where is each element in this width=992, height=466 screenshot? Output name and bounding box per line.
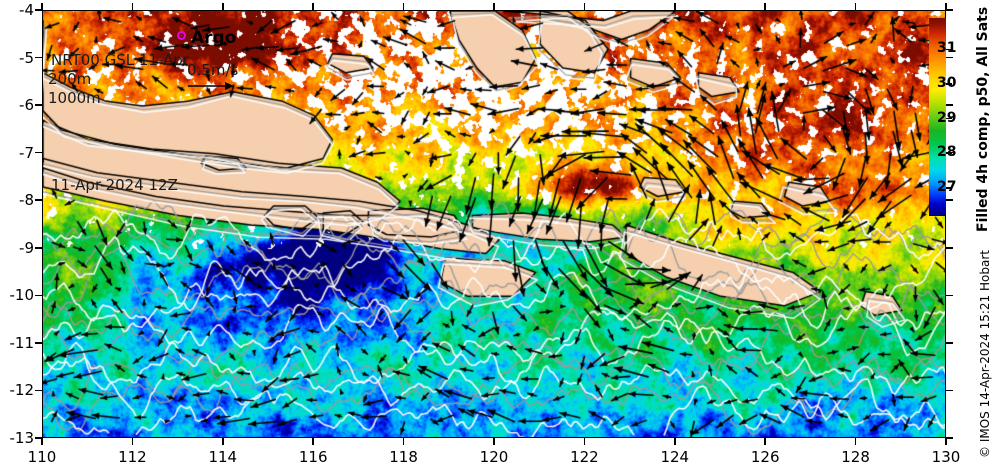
- x-axis-tick-label: 126: [750, 448, 780, 466]
- map-plot-area[interactable]: NRT00 GSL 11-Apr 200m 1000m 11-Apr-2024 …: [42, 10, 946, 438]
- colorbar-tick-label: 30: [937, 75, 957, 91]
- y-tick-left: [35, 389, 42, 392]
- x-axis-tick-label: 128: [841, 448, 870, 466]
- x-tick-top: [945, 3, 947, 10]
- x-tick-top: [312, 3, 314, 10]
- y-axis-tick-label: -12: [9, 381, 35, 400]
- y-axis-tick-label: -4: [19, 1, 34, 19]
- x-tick-bottom: [402, 438, 405, 445]
- x-tick-bottom: [764, 438, 766, 445]
- y-tick-right: [946, 437, 953, 439]
- sst-colorbar[interactable]: [929, 18, 946, 216]
- x-tick-bottom: [222, 438, 224, 445]
- x-tick-top: [131, 3, 134, 10]
- x-tick-bottom: [583, 438, 586, 445]
- colorbar-tick-label: 31: [937, 40, 957, 57]
- y-tick-left: [35, 437, 42, 439]
- colorbar-tick-mark: [946, 83, 952, 85]
- y-tick-right: [946, 294, 953, 297]
- x-axis-tick-label: 118: [389, 448, 418, 466]
- y-tick-left: [35, 151, 42, 154]
- y-tick-left: [35, 247, 42, 249]
- x-tick-bottom: [854, 438, 857, 445]
- y-axis-tick-label: -10: [9, 286, 35, 305]
- colorbar-title: Filled 4h comp, p50, All Sats: [975, 6, 991, 232]
- argo-float-marker[interactable]: [177, 31, 186, 40]
- x-tick-top: [764, 3, 766, 10]
- y-axis-tick-label: -7: [19, 143, 34, 162]
- x-axis-tick-label: 122: [570, 448, 599, 466]
- x-tick-top: [493, 3, 495, 10]
- y-axis-tick-label: -13: [9, 429, 35, 447]
- y-tick-left: [35, 294, 42, 297]
- y-tick-left: [35, 199, 42, 201]
- x-tick-bottom: [131, 438, 134, 445]
- x-tick-bottom: [674, 438, 676, 445]
- credit-label: © IMOS 14-Apr-2024 15:21 Hobart: [978, 250, 992, 458]
- colorbar-tick-label: 29: [937, 109, 957, 126]
- colorbar-tick-mark: [946, 117, 952, 120]
- y-tick-left: [35, 56, 42, 59]
- y-axis-tick-label: -9: [19, 238, 34, 257]
- x-tick-top: [854, 3, 857, 10]
- y-tick-right: [946, 342, 953, 344]
- y-axis-tick-label: -6: [19, 96, 34, 115]
- y-tick-left: [35, 9, 42, 11]
- x-tick-top: [402, 3, 405, 10]
- colorbar-tick-label: 28: [937, 144, 957, 161]
- x-tick-top: [222, 3, 224, 10]
- x-axis-tick-label: 116: [298, 448, 328, 466]
- y-tick-right: [946, 9, 953, 11]
- x-tick-bottom: [312, 438, 314, 445]
- x-tick-top: [41, 3, 43, 10]
- vector-scale-arrow-icon: [188, 82, 234, 90]
- colorbar-tick-label: 27: [937, 179, 957, 196]
- y-axis-tick-label: -8: [19, 191, 34, 210]
- y-axis-tick-label: -5: [19, 48, 34, 67]
- y-tick-right: [946, 247, 953, 249]
- y-tick-right: [946, 104, 953, 106]
- x-axis-tick-label: 114: [208, 448, 238, 466]
- x-tick-bottom: [493, 438, 495, 445]
- x-axis-tick-label: 130: [931, 448, 961, 466]
- x-tick-top: [583, 3, 586, 10]
- x-axis-tick-label: 112: [118, 448, 147, 466]
- x-tick-bottom: [945, 438, 947, 445]
- y-axis-tick-label: -11: [9, 333, 35, 352]
- y-tick-left: [35, 342, 42, 344]
- x-tick-top: [674, 3, 676, 10]
- colorbar-tick-mark: [946, 48, 952, 50]
- velocity-vector-layer: [43, 11, 945, 437]
- y-tick-right: [946, 199, 953, 201]
- y-tick-right: [946, 389, 953, 392]
- y-tick-right: [946, 151, 953, 154]
- colorbar-tick-mark: [946, 152, 952, 155]
- x-axis-tick-label: 124: [660, 448, 690, 466]
- y-tick-left: [35, 104, 42, 106]
- x-tick-bottom: [41, 438, 43, 445]
- colorbar-tick-mark: [946, 187, 952, 189]
- x-axis-tick-label: 120: [479, 448, 509, 466]
- x-axis-tick-label: 110: [27, 448, 57, 466]
- y-tick-right: [946, 56, 953, 59]
